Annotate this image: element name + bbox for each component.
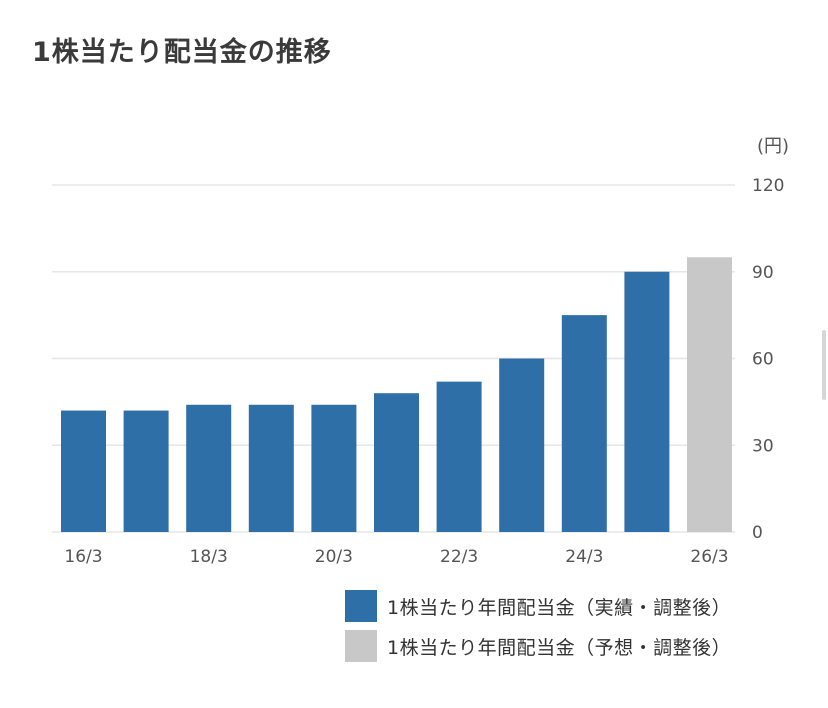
x-tick-label-24-3: 24/3	[565, 547, 603, 567]
legend-label-forecast: 1株当たり年間配当金（予想・調整後）	[387, 636, 732, 659]
scroll-indicator[interactable]	[822, 330, 826, 400]
dividend-chart: 0 30 60 90 120 16/3 18/3 20/3 22/3 24/3 26/3 (円)	[0, 120, 828, 580]
page-title: 1株当たり配当金の推移	[32, 37, 332, 68]
bar-26-3[interactable]	[687, 257, 732, 532]
bar-20-3[interactable]	[311, 404, 357, 532]
legend-label-actual: 1株当たり年間配当金（実績・調整後）	[387, 596, 732, 619]
legend-swatch-actual	[345, 590, 377, 622]
bar-18-3[interactable]	[186, 404, 232, 532]
bar-24-3[interactable]	[561, 315, 607, 532]
bar-19-3[interactable]	[248, 404, 294, 532]
y-tick-label-90: 90	[752, 263, 774, 283]
bar-21-3[interactable]	[374, 393, 419, 532]
legend-item-actual: 1株当たり年間配当金（実績・調整後）	[345, 588, 731, 624]
y-tick-label-0: 0	[752, 523, 763, 543]
x-tick-label-26-3: 26/3	[690, 547, 728, 567]
y-tick-label-120: 120	[752, 176, 784, 196]
x-tick-label-20-3: 20/3	[315, 547, 353, 567]
chart-svg: 0 30 60 90 120 16/3 18/3 20/3 22/3 24/3 26/3 (円)	[52, 136, 789, 567]
x-tick-label-22-3: 22/3	[440, 547, 478, 567]
bar-16-3[interactable]	[61, 410, 106, 532]
bar-17-3[interactable]	[123, 410, 169, 532]
legend-item-forecast: 1株当たり年間配当金（予想・調整後）	[345, 628, 731, 664]
y-unit-label: (円)	[757, 136, 789, 157]
x-tick-labels: 16/3 18/3 20/3 22/3 24/3 26/3	[64, 547, 728, 567]
bar-layer	[61, 257, 732, 532]
bar-25-3[interactable]	[624, 271, 670, 532]
x-tick-label-16-3: 16/3	[64, 547, 102, 567]
bar-22-3[interactable]	[436, 381, 482, 532]
legend: 1株当たり年間配当金（実績・調整後） 1株当たり年間配当金（予想・調整後）	[345, 588, 731, 668]
y-tick-labels: 0 30 60 90 120	[752, 176, 784, 543]
x-tick-label-18-3: 18/3	[190, 547, 228, 567]
y-tick-label-30: 30	[752, 436, 774, 456]
y-tick-label-60: 60	[752, 350, 774, 370]
legend-swatch-forecast	[345, 630, 377, 662]
bar-23-3[interactable]	[499, 358, 545, 533]
